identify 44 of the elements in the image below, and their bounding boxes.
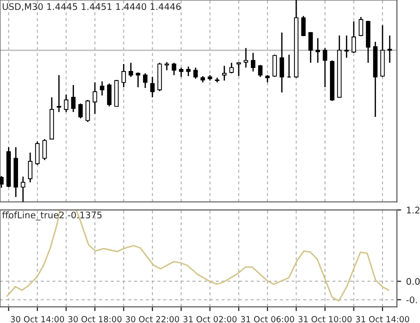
- candlestick: [42, 138, 47, 161]
- candlestick: [28, 152, 32, 183]
- candlestick: [20, 176, 26, 202]
- candlestick: [244, 47, 248, 68]
- candlestick: [280, 32, 284, 94]
- x-tick-label: 31 Oct 10:00: [298, 316, 352, 322]
- candlestick: [128, 62, 134, 78]
- candlestick: [308, 32, 313, 64]
- chart-title: USD,M30 1.4445 1.4451 1.4440 1.4446: [2, 3, 181, 11]
- candlestick: [214, 77, 220, 83]
- candlestick: [301, 15, 306, 37]
- candlestick: [193, 67, 198, 80]
- candlestick: [0, 175, 4, 188]
- y-tick-label: 1.2: [406, 206, 420, 214]
- y-tick-label: 0.0: [406, 278, 420, 285]
- y-tick-label: -0.: [406, 296, 417, 304]
- x-tick-label: 30 Oct 22:00: [126, 316, 180, 322]
- candlestick: [387, 34, 392, 64]
- chart-title: ffofLine_true2 -0.1375: [2, 211, 102, 220]
- candlestick: [322, 47, 328, 88]
- candlestick: [186, 66, 191, 77]
- candlestick: [344, 34, 349, 58]
- candlestick: [143, 72, 148, 89]
- candlestick: [316, 38, 320, 64]
- x-tick-label: 31 Oct 06:00: [240, 316, 294, 322]
- candlestick: [172, 62, 176, 76]
- candlestick: [100, 80, 104, 96]
- candlestick: [272, 54, 277, 78]
- x-tick-label: 31 Oct 02:00: [183, 316, 237, 322]
- candlestick: [107, 82, 112, 108]
- candlestick: [229, 62, 234, 74]
- candlestick: [250, 52, 256, 72]
- candlestick: [222, 65, 227, 82]
- candlestick: [136, 72, 140, 88]
- candlestick: [258, 64, 263, 78]
- x-tick-label: 30 Oct 14:00: [10, 316, 64, 322]
- candlestick: [164, 62, 170, 71]
- candlestick: [358, 16, 364, 37]
- candlestick: [78, 102, 83, 119]
- candlestick: [56, 74, 62, 113]
- candlestick: [71, 84, 76, 113]
- x-tick-label: 31 Oct 14:00: [356, 316, 410, 322]
- candlestick: [86, 99, 90, 123]
- x-tick-label: 30 Oct 18:00: [68, 316, 122, 322]
